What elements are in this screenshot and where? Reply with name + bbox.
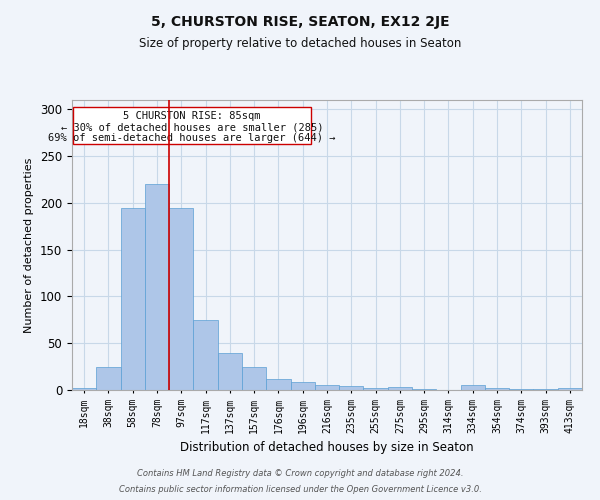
Bar (412, 389, 436, 390)
Bar (96, 366, 121, 390)
Bar (218, 352, 242, 390)
X-axis label: Distribution of detached houses by size in Seaton: Distribution of detached houses by size … (180, 441, 474, 454)
Bar (533, 389, 558, 390)
Text: Contains public sector information licensed under the Open Government Licence v3: Contains public sector information licen… (119, 485, 481, 494)
Bar (388, 387, 412, 390)
Y-axis label: Number of detached properties: Number of detached properties (25, 158, 34, 332)
Bar (558, 388, 582, 390)
Bar (169, 208, 193, 390)
FancyBboxPatch shape (73, 106, 311, 144)
Text: Size of property relative to detached houses in Seaton: Size of property relative to detached ho… (139, 38, 461, 51)
Text: 69% of semi-detached houses are larger (644) →: 69% of semi-detached houses are larger (… (49, 132, 336, 142)
Bar (485, 388, 509, 390)
Bar (339, 386, 364, 390)
Bar (72, 388, 96, 390)
Bar (315, 386, 339, 390)
Bar (121, 208, 145, 390)
Bar (266, 379, 290, 390)
Bar (242, 366, 266, 390)
Bar (145, 184, 169, 390)
Bar (290, 382, 315, 390)
Bar (364, 388, 388, 390)
Text: Contains HM Land Registry data © Crown copyright and database right 2024.: Contains HM Land Registry data © Crown c… (137, 468, 463, 477)
Bar (461, 386, 485, 390)
Text: 5, CHURSTON RISE, SEATON, EX12 2JE: 5, CHURSTON RISE, SEATON, EX12 2JE (151, 15, 449, 29)
Text: ← 30% of detached houses are smaller (285): ← 30% of detached houses are smaller (28… (61, 122, 323, 132)
Text: 5 CHURSTON RISE: 85sqm: 5 CHURSTON RISE: 85sqm (124, 111, 261, 121)
Bar (509, 389, 533, 390)
Bar (193, 320, 218, 390)
